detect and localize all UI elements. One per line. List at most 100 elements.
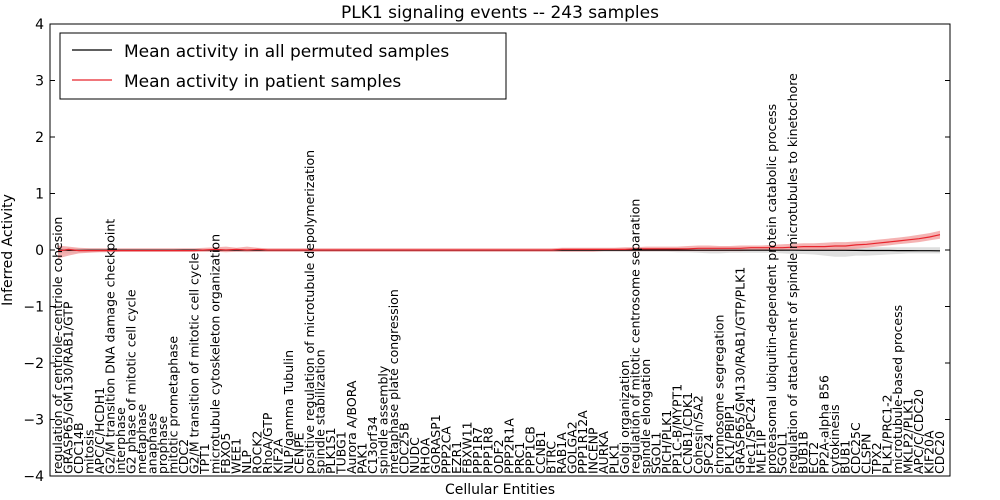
entity-label: PP2A-alpha B56 [817,375,832,474]
entity-label: CDC25C [848,422,863,474]
legend: Mean activity in all permuted samples Me… [59,32,507,100]
entity-label: chromosome segregation [712,315,727,474]
entity-label: anaphase [145,413,160,474]
entity-label: PLK1/PRC1-2 [880,394,895,474]
entity-label: GOLGA2 [565,421,580,474]
entity-label: SGOL1 [775,432,790,474]
entity-label: interphase [113,407,128,474]
y-tick-label: −3 [23,413,44,429]
entity-label: metaphase plate congression [386,289,401,474]
entity-label: Golgi organization [617,360,632,474]
entity-label: PLK1 [607,443,622,474]
entity-label: BTRC [544,441,559,474]
entity-label: ROCK2 [250,431,265,474]
entity-label: spindle assembly [376,365,391,474]
entity-label: spindle elongation [638,359,653,474]
entity-label: regulation of attachment of spindle micr… [785,73,800,474]
entity-label: AURKA [596,431,611,474]
entity-label: TPX2 [869,442,884,475]
entity-label: BUB1 [838,440,853,474]
y-tick-label: −2 [23,356,44,372]
y-axis-ticks: 4 3 2 1 0 −1 −2 −3 −4 [23,17,950,485]
series-lines [57,234,941,252]
entity-label: APC/C/HCDH1 [92,387,107,474]
entity-label: KIF20A [922,430,937,474]
entity-label: PP1C-B/MYPT1 [670,384,685,474]
entity-label: SPC24 [701,434,716,474]
plot-frame [49,23,951,477]
entity-label: FBXO5 [218,433,233,474]
entity-label: PPP2R1A [502,418,517,474]
entity-label: PICH/PLK1 [659,410,674,474]
entity-label: G2/M transition of mitotic cell cycle [187,252,202,474]
entity-label: metaphase [134,404,149,474]
entity-label: CDC2 [176,439,191,474]
entity-label: PAK1 [355,443,370,474]
legend-label-patient: Mean activity in patient samples [124,72,401,92]
entity-label: PLK1S1 [323,427,338,474]
entity-label: regulation of centriole-centriole cohesi… [50,217,65,474]
entity-label: NLP/gamma Tubulin [281,350,296,474]
entity-label: C13orf34 [365,416,380,474]
entity-label: SGOL1 [649,432,664,474]
entity-label: PRC1 [512,442,527,474]
entity-label: CCNB1 [533,431,548,474]
entity-label: RAB1A [554,432,569,474]
entity-label: PPP1R12A [575,410,590,474]
entity-label: KIF2A [271,438,286,474]
entity-label: CLSPN [859,433,874,474]
entity-label: MKLP2/PLK1 [901,398,916,474]
chart-title: PLK1 signaling events -- 243 samples [341,3,659,23]
entity-label: TUBG1 [334,431,349,475]
entity-label: microtubule cytoskeleton organization [208,234,223,474]
entity-label: Hec1/SPC24 [743,398,758,474]
entity-label: FBXW11 [460,421,475,474]
entity-label: positive regulation of microtubule depol… [302,150,317,474]
y-tick-label: −4 [23,469,44,485]
entity-label: G2 phase of mitotic cell cycle [124,289,139,474]
entity-label: CENPE [292,432,307,474]
entity-label: INCENP [586,427,601,474]
y-tick-label: 0 [35,243,44,259]
entity-label: CCNB1/CDK1 [680,392,695,474]
entity-label: GRASP65/GM130/RAB1/GTP [61,301,76,474]
entity-label: mitosis [82,429,97,474]
entity-label: cytokinesis [827,404,842,474]
series-line-patient [57,234,941,252]
band-patient [58,230,940,259]
y-tick-label: −1 [23,300,44,316]
entity-label: NUDC [407,437,422,474]
entity-label: CDC14B [71,422,86,474]
entity-label: PPP1CB [523,426,538,474]
entity-label: WEE1 [229,438,244,474]
y-tick-label: 2 [35,130,44,146]
entity-label: RhoA/GTP [260,412,275,474]
entity-label: G2/M transition DNA damage checkpoint [103,219,118,474]
entity-label: ODF2 [491,439,506,474]
entity-label: PPP1R7 [470,427,485,474]
entity-label: GORASP1 [428,414,443,474]
entity-label: Cohesin/SA2 [691,395,706,474]
entity-label: TPT1 [197,443,212,475]
y-tick-label: 1 [35,187,44,203]
y-axis-label: Inferred Activity [0,194,16,306]
legend-box [59,32,507,100]
entity-label: EZR1 [449,441,464,474]
legend-label-permuted: Mean activity in all permuted samples [124,42,449,62]
entity-label: RHOA [418,437,433,474]
x-axis-label: Cellular Entities [445,482,555,498]
entity-label: mitotic prometaphase [166,336,181,474]
entity-label: APC/C/CDC20 [911,389,926,474]
entity-label: prophase [155,416,170,474]
entity-labels: regulation of centriole-centriole cohesi… [50,73,947,475]
entity-label: ECT2 [806,442,821,474]
entity-label: MLF1IP [754,429,769,474]
entity-label: regulation of mitotic centrosome separat… [628,199,643,474]
entity-label: CDC25B [397,422,412,474]
entity-label: proteasomal ubiquitin-dependent protein … [764,104,779,474]
entity-label: NLP [239,450,254,474]
entity-label: PLK1/PBIP1 [722,404,737,474]
entity-label: PPP2CA [439,426,454,474]
entity-label: Aurora A/BORA [344,380,359,474]
